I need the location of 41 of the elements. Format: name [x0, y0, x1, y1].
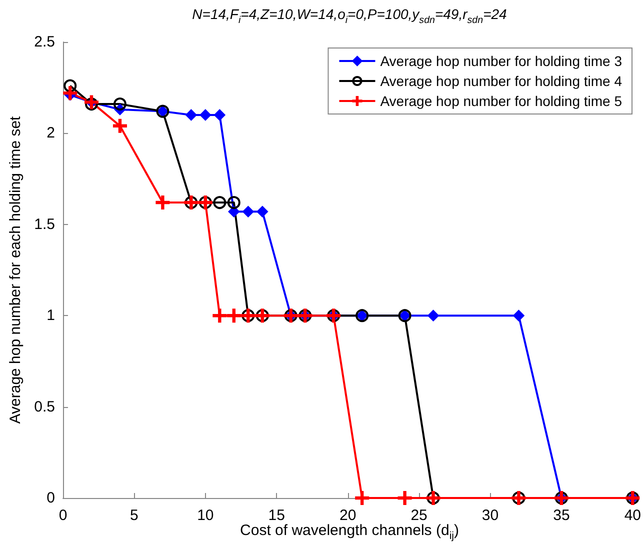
x-tick-label: 25 — [410, 507, 428, 524]
x-tick-label: 40 — [624, 507, 641, 524]
point — [113, 98, 126, 111]
point — [112, 118, 127, 133]
y-axis-title: Average hop number for each holding time set — [7, 115, 24, 424]
y-tick-label: 0.5 — [34, 398, 55, 416]
point — [398, 491, 412, 505]
point — [227, 196, 240, 210]
x-tick-label: 10 — [197, 507, 214, 524]
point — [64, 79, 77, 92]
y-tick-label: 1 — [46, 307, 55, 324]
point — [156, 196, 170, 210]
legend-label: Average hop number for holding time 5 — [380, 93, 622, 109]
x-tick-label: 35 — [553, 507, 570, 524]
x-tick-label: 15 — [268, 507, 285, 524]
point — [513, 310, 524, 322]
x-axis-title: Cost of wavelength channels (d$_{ij}$) — [240, 522, 459, 542]
point — [428, 310, 439, 322]
x-tick-label: 30 — [482, 507, 499, 524]
x-tick-label: 0 — [58, 507, 68, 524]
point — [355, 491, 370, 505]
point — [226, 308, 241, 323]
point — [214, 109, 226, 120]
chart-title: N=14,F$_{i}$=4,Z=10,W=14,o$_{i}$=0,P=100,y$_{sdn}$=49,r$_{sdn}$=24 — [192, 6, 507, 26]
point — [212, 308, 227, 323]
legend-label: Average hop number for holding time 3 — [380, 53, 622, 69]
x-tick-label: 5 — [130, 507, 138, 524]
point — [63, 86, 78, 100]
y-tick-label: 0 — [46, 490, 55, 506]
point — [84, 98, 98, 111]
x-tick-label: 20 — [339, 507, 356, 524]
point — [228, 206, 240, 218]
y-tick-label: 2.5 — [34, 34, 55, 50]
point — [186, 109, 197, 120]
point — [200, 109, 211, 120]
y-tick-label: 2 — [46, 124, 55, 142]
point — [242, 206, 254, 218]
legend-label: Average hop number for holding time 4 — [380, 73, 622, 89]
point — [256, 206, 268, 218]
point — [213, 196, 226, 210]
y-tick-label: 1.5 — [34, 216, 55, 233]
